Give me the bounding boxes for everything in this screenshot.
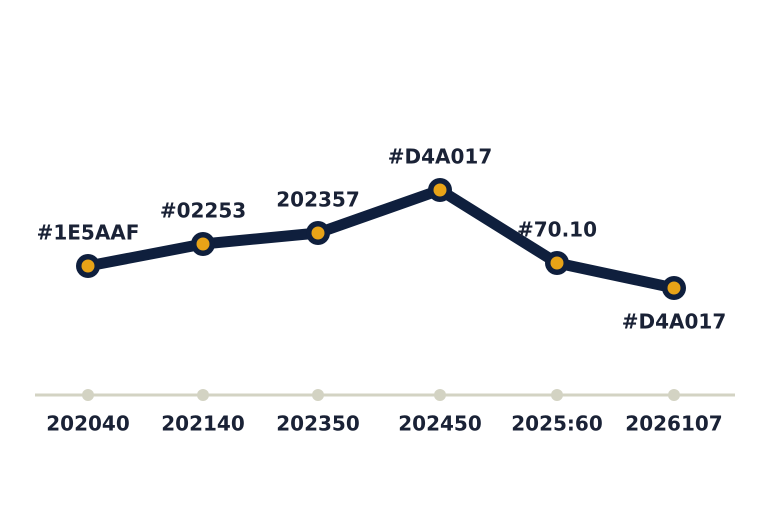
point-label: #D4A017 [622, 310, 727, 334]
x-tick-dot [197, 389, 209, 401]
x-tick-label: 202350 [276, 412, 360, 436]
x-tick-label: 2025:60 [511, 412, 603, 436]
point [550, 256, 564, 270]
x-tick-dot [312, 389, 324, 401]
x-tick-label: 202140 [161, 412, 245, 436]
x-tick-dot [434, 389, 446, 401]
x-tick-dot [551, 389, 563, 401]
point [433, 183, 447, 197]
point [81, 259, 95, 273]
point-label: #70.10 [517, 218, 597, 242]
series-line [82, 184, 680, 294]
x-tick-label: 202040 [46, 412, 130, 436]
point-label: #D4A017 [388, 145, 493, 169]
point-label: #1E5AAF [37, 221, 140, 245]
point [311, 226, 325, 240]
point-label: #02253 [160, 199, 246, 223]
x-tick-label: 2026107 [625, 412, 722, 436]
point [196, 237, 210, 251]
x-tick-dot [668, 389, 680, 401]
x-tick-label: 202450 [398, 412, 482, 436]
point-label: 202357 [276, 188, 360, 212]
point [667, 281, 681, 295]
x-tick-dot [82, 389, 94, 401]
